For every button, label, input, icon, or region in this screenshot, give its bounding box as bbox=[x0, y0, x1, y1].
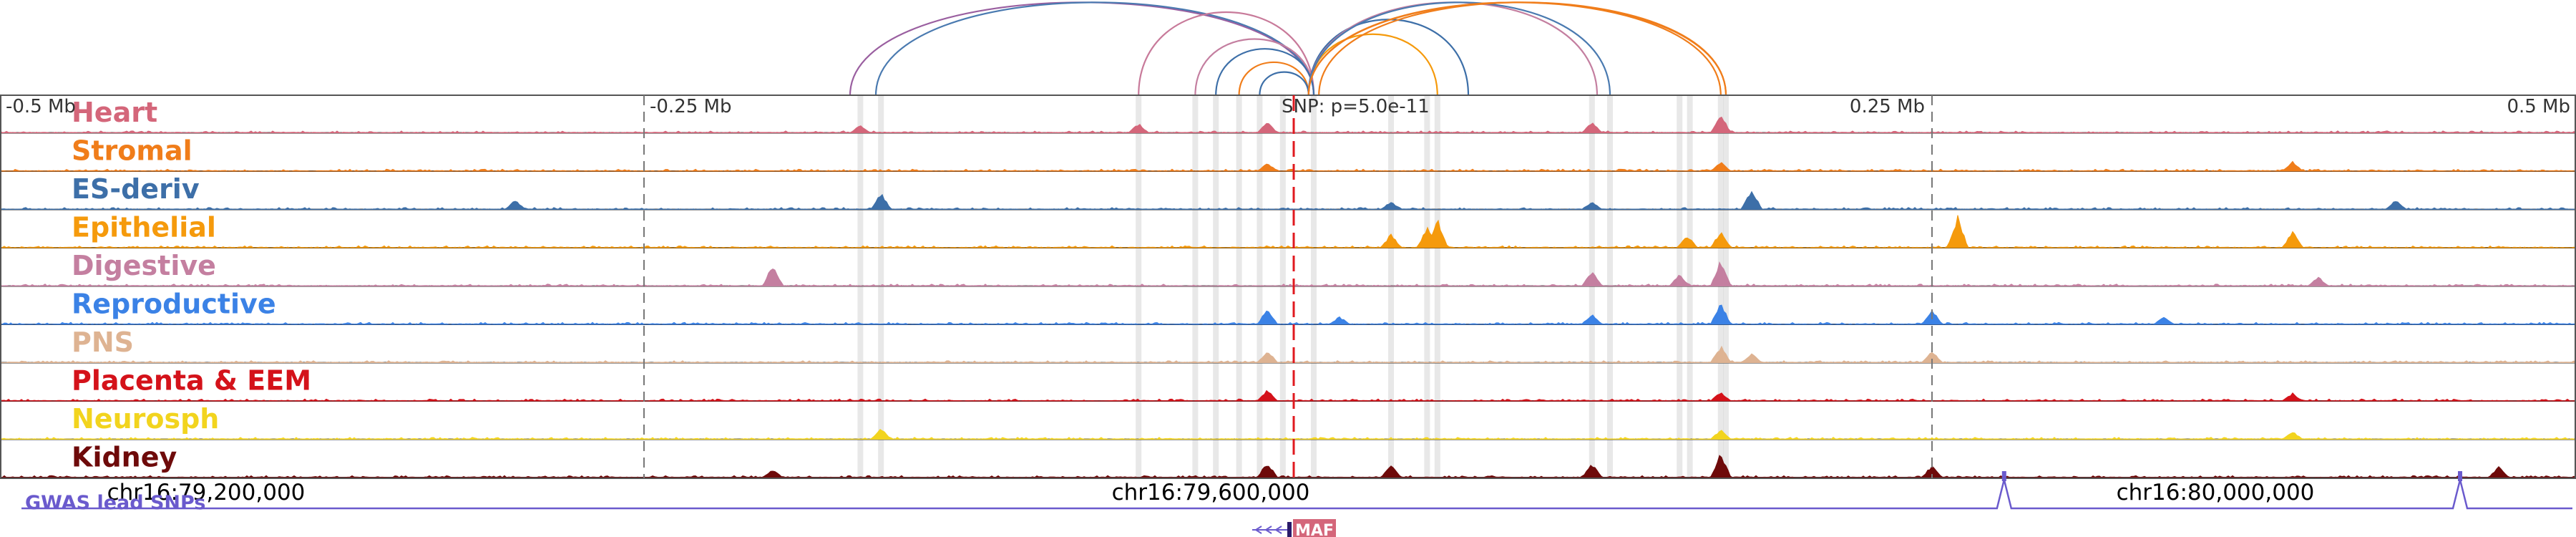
track-label: Stromal bbox=[72, 135, 192, 167]
tick-label: -0.25 Mb bbox=[650, 96, 731, 117]
tick-label: 0.5 Mb bbox=[2507, 96, 2570, 117]
loop-arc bbox=[1215, 48, 1315, 96]
gene-label: MAF bbox=[1295, 522, 1334, 537]
track-reproductive: Reproductive bbox=[0, 289, 2576, 325]
loop-arc bbox=[1194, 38, 1315, 96]
track-label: Neurosph bbox=[72, 403, 219, 435]
strand-arrow-icon bbox=[1264, 526, 1272, 534]
track-label: Digestive bbox=[72, 250, 216, 281]
gene-label-box bbox=[1293, 519, 1336, 537]
coordinate-label: chr16:80,000,000 bbox=[2117, 480, 2315, 505]
track-signal bbox=[0, 116, 2576, 134]
track-label: Placenta & EEM bbox=[72, 365, 311, 397]
snp-label: SNP: p=5.0e-11 bbox=[1282, 96, 1430, 117]
loop-arc bbox=[1307, 1, 1722, 96]
track-signal bbox=[0, 429, 2576, 440]
loop-arc bbox=[1259, 71, 1309, 96]
loop-arc bbox=[1307, 1, 1611, 96]
track-kidney: Kidney bbox=[0, 442, 2576, 478]
track-signal bbox=[0, 160, 2576, 172]
track-label: Epithelial bbox=[72, 212, 216, 243]
track-es-deriv: ES-deriv bbox=[0, 173, 2576, 211]
gwas-marker bbox=[2458, 471, 2462, 481]
loop-arc bbox=[849, 1, 1315, 96]
gene-exon bbox=[1287, 522, 1292, 537]
track-neurosph: Neurosph bbox=[0, 403, 2576, 440]
track-epithelial: Epithelial bbox=[0, 212, 2576, 248]
track-pns: PNS bbox=[0, 326, 2576, 364]
loop-arc bbox=[1138, 11, 1315, 96]
gwas-marker bbox=[2001, 471, 2006, 481]
loop-arc bbox=[1318, 1, 1727, 96]
track-digestive: Digestive bbox=[0, 250, 2576, 287]
strand-arrow-icon bbox=[1274, 526, 1282, 534]
gwas-track bbox=[21, 479, 2572, 510]
tick-label: 0.25 Mb bbox=[1850, 96, 1925, 117]
track-label: Kidney bbox=[72, 442, 177, 473]
coordinate-label: chr16:79,200,000 bbox=[107, 480, 306, 505]
track-signal bbox=[0, 304, 2576, 325]
distance-axis: -0.5 Mb -0.25 Mb 0.25 Mb 0.5 Mb bbox=[6, 95, 2570, 478]
signal-tracks: Heart Stromal ES-deriv Epithelial Digestive R… bbox=[0, 95, 2576, 479]
track-signal bbox=[0, 215, 2576, 248]
snp-marker: SNP: p=5.0e-11 bbox=[1282, 95, 1430, 478]
strand-arrow-icon bbox=[1254, 526, 1262, 534]
track-signal bbox=[0, 455, 2576, 478]
track-signal bbox=[0, 390, 2576, 402]
track-signal bbox=[0, 261, 2576, 287]
track-label: Reproductive bbox=[72, 289, 276, 320]
loop-arc bbox=[1238, 62, 1309, 96]
loop-arc bbox=[1307, 19, 1470, 96]
track-label: PNS bbox=[72, 326, 134, 358]
coordinate-and-gwas-panel: chr16:79,200,000 chr16:79,600,000 chr16:80… bbox=[21, 471, 2572, 537]
track-label: ES-deriv bbox=[72, 173, 200, 205]
tracks-frame bbox=[0, 95, 2576, 479]
track-stromal: Stromal bbox=[0, 135, 2576, 172]
loop-arc bbox=[874, 1, 1315, 96]
track-signal bbox=[0, 345, 2576, 364]
gwas-label: GWAS lead SNPs bbox=[25, 492, 205, 514]
track-heart: Heart bbox=[0, 97, 2576, 134]
chromatin-loops bbox=[849, 1, 1727, 96]
track-signal bbox=[0, 190, 2576, 211]
track-placenta-eem: Placenta & EEM bbox=[0, 365, 2576, 402]
tick-label: -0.5 Mb bbox=[6, 96, 76, 117]
coordinate-label: chr16:79,600,000 bbox=[1112, 480, 1310, 505]
track-label: Heart bbox=[72, 97, 157, 128]
